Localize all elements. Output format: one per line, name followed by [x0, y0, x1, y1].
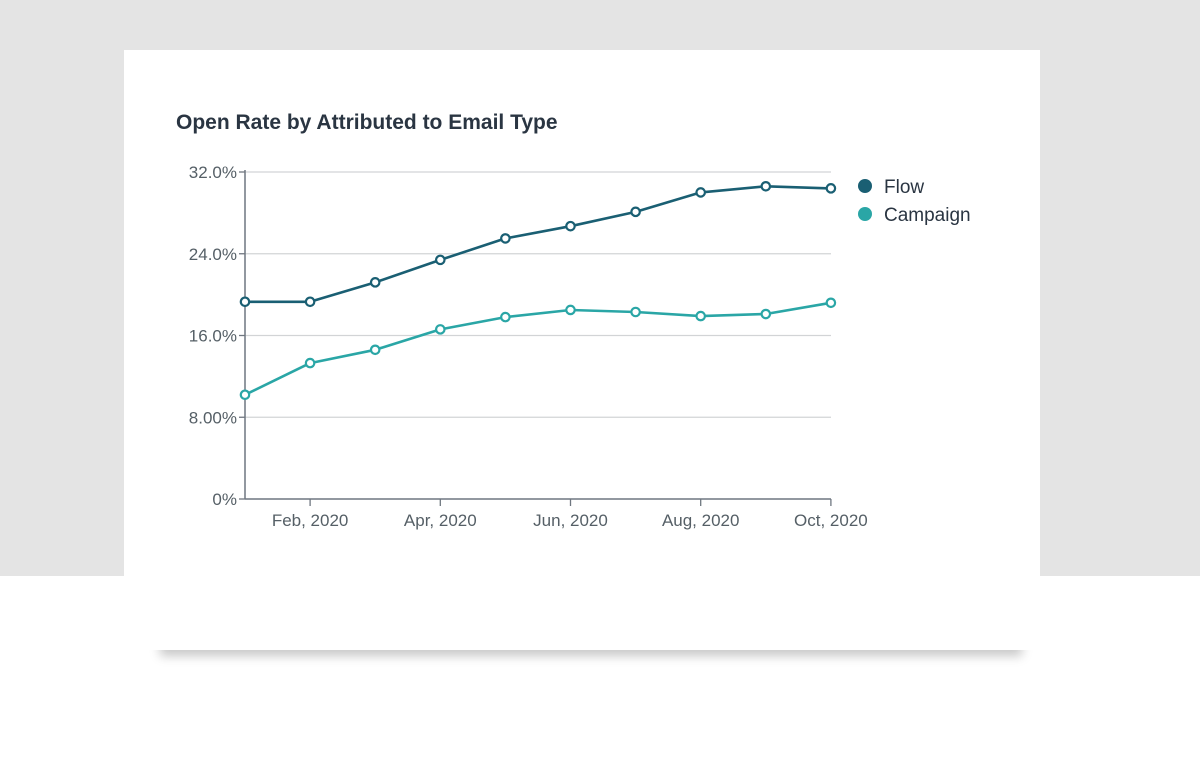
series-line-flow — [245, 185, 831, 304]
data-point-campaign — [369, 344, 381, 356]
data-point-flow — [500, 233, 511, 244]
series-lines — [244, 185, 832, 396]
x-tick-label: Apr, 2020 — [404, 511, 477, 530]
x-tick-label: Feb, 2020 — [272, 511, 349, 530]
data-point-flow — [760, 181, 772, 192]
data-point-flow — [304, 296, 316, 308]
data-point-flow — [695, 187, 706, 198]
x-tick-label: Jun, 2020 — [533, 511, 608, 530]
legend: Flow Campaign — [858, 177, 971, 226]
legend-label-flow: Flow — [884, 177, 924, 198]
legend-marker-flow — [858, 179, 872, 193]
y-tick-label: 8.00% — [189, 408, 237, 427]
grid-lines — [245, 171, 831, 418]
data-point-campaign — [760, 308, 772, 320]
series-line-campaign — [244, 301, 832, 396]
data-point-flow — [369, 277, 381, 288]
data-point-campaign — [565, 304, 576, 316]
data-point-flow — [565, 220, 576, 232]
x-tick-label: Oct, 2020 — [794, 511, 868, 530]
data-point-campaign — [304, 357, 316, 369]
y-tick-label: 24.0% — [189, 245, 237, 264]
data-point-campaign — [695, 310, 706, 322]
data-point-campaign — [825, 297, 837, 309]
axes: 0% 8.00% 16.0% 24.0% 32.0% Feb, 2020 Apr, 2020… — [189, 163, 868, 530]
y-tick-label: 32.0% — [189, 163, 237, 182]
data-point-campaign — [239, 389, 251, 401]
legend-marker-campaign — [858, 207, 872, 221]
data-point-campaign — [630, 306, 641, 318]
chart-title: Open Rate by Attributed to Email Type — [176, 111, 558, 134]
data-point-flow — [239, 296, 251, 308]
y-tick-label: 16.0% — [189, 327, 237, 346]
data-point-flow — [825, 183, 837, 194]
data-point-campaign — [434, 324, 446, 335]
data-point-campaign — [500, 311, 511, 323]
chart-card — [124, 50, 1040, 650]
x-tick-label: Aug, 2020 — [662, 511, 740, 530]
legend-label-campaign: Campaign — [884, 205, 971, 226]
data-point-flow — [434, 254, 446, 266]
y-tick-label: 0% — [212, 490, 237, 509]
data-point-flow — [630, 206, 641, 218]
series-points — [239, 181, 837, 401]
